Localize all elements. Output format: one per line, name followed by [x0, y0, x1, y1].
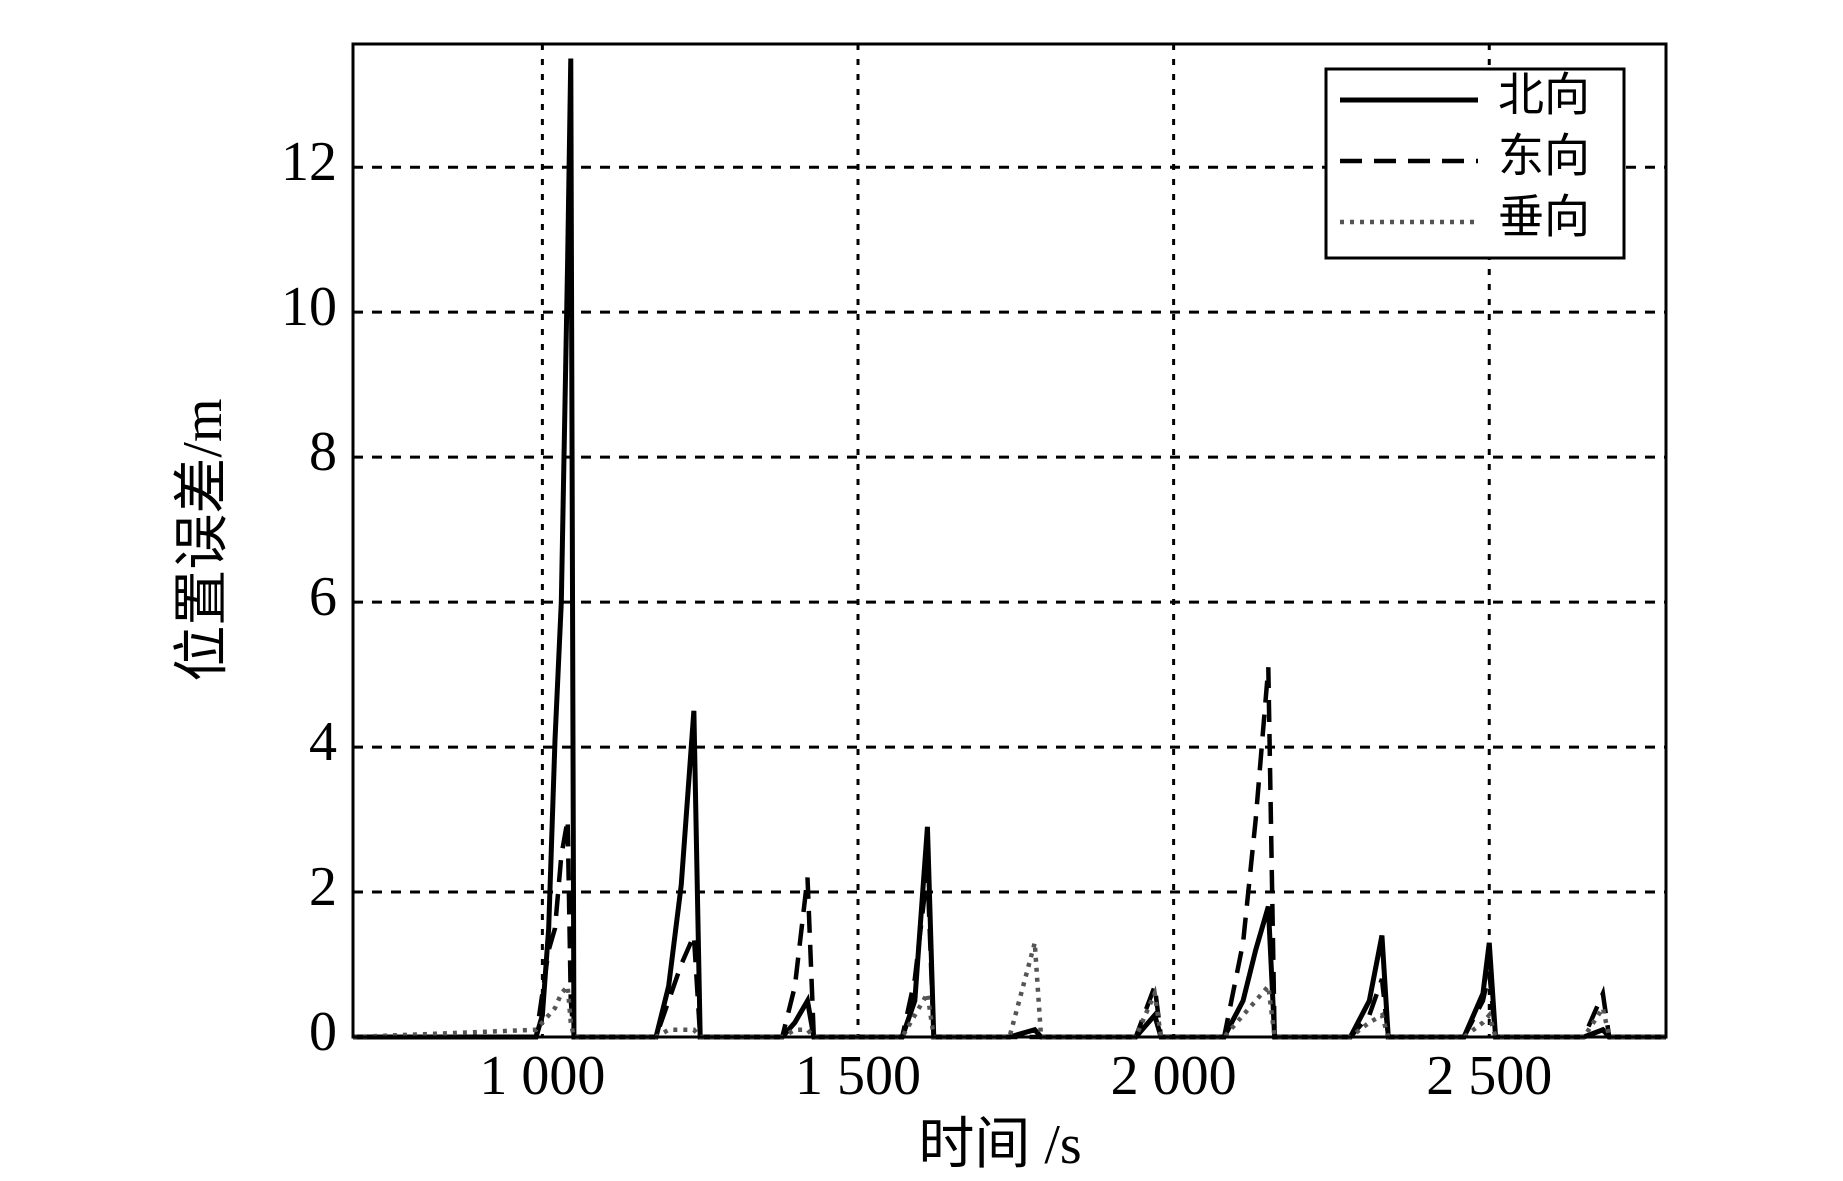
x-tick-label: 1 000	[479, 1045, 605, 1107]
y-tick-label: 12	[281, 131, 337, 193]
y-tick-label: 8	[309, 421, 337, 483]
x-tick-label: 2 000	[1111, 1045, 1237, 1107]
x-tick-label: 1 500	[795, 1045, 921, 1107]
y-tick-label: 2	[309, 856, 337, 918]
y-tick-label: 6	[309, 566, 337, 628]
x-tick-label: 2 500	[1426, 1045, 1552, 1107]
y-tick-label: 4	[309, 711, 337, 773]
y-tick-label: 0	[309, 1001, 337, 1063]
x-axis-label: 时间 /s	[918, 1114, 1081, 1176]
legend-label: 垂向	[1498, 192, 1590, 243]
y-tick-label: 10	[281, 276, 337, 338]
y-axis-label: 位置误差/m	[172, 398, 234, 681]
legend-label: 东向	[1498, 131, 1590, 182]
legend-label: 北向	[1498, 70, 1590, 121]
plot-frame	[351, 42, 1668, 1039]
